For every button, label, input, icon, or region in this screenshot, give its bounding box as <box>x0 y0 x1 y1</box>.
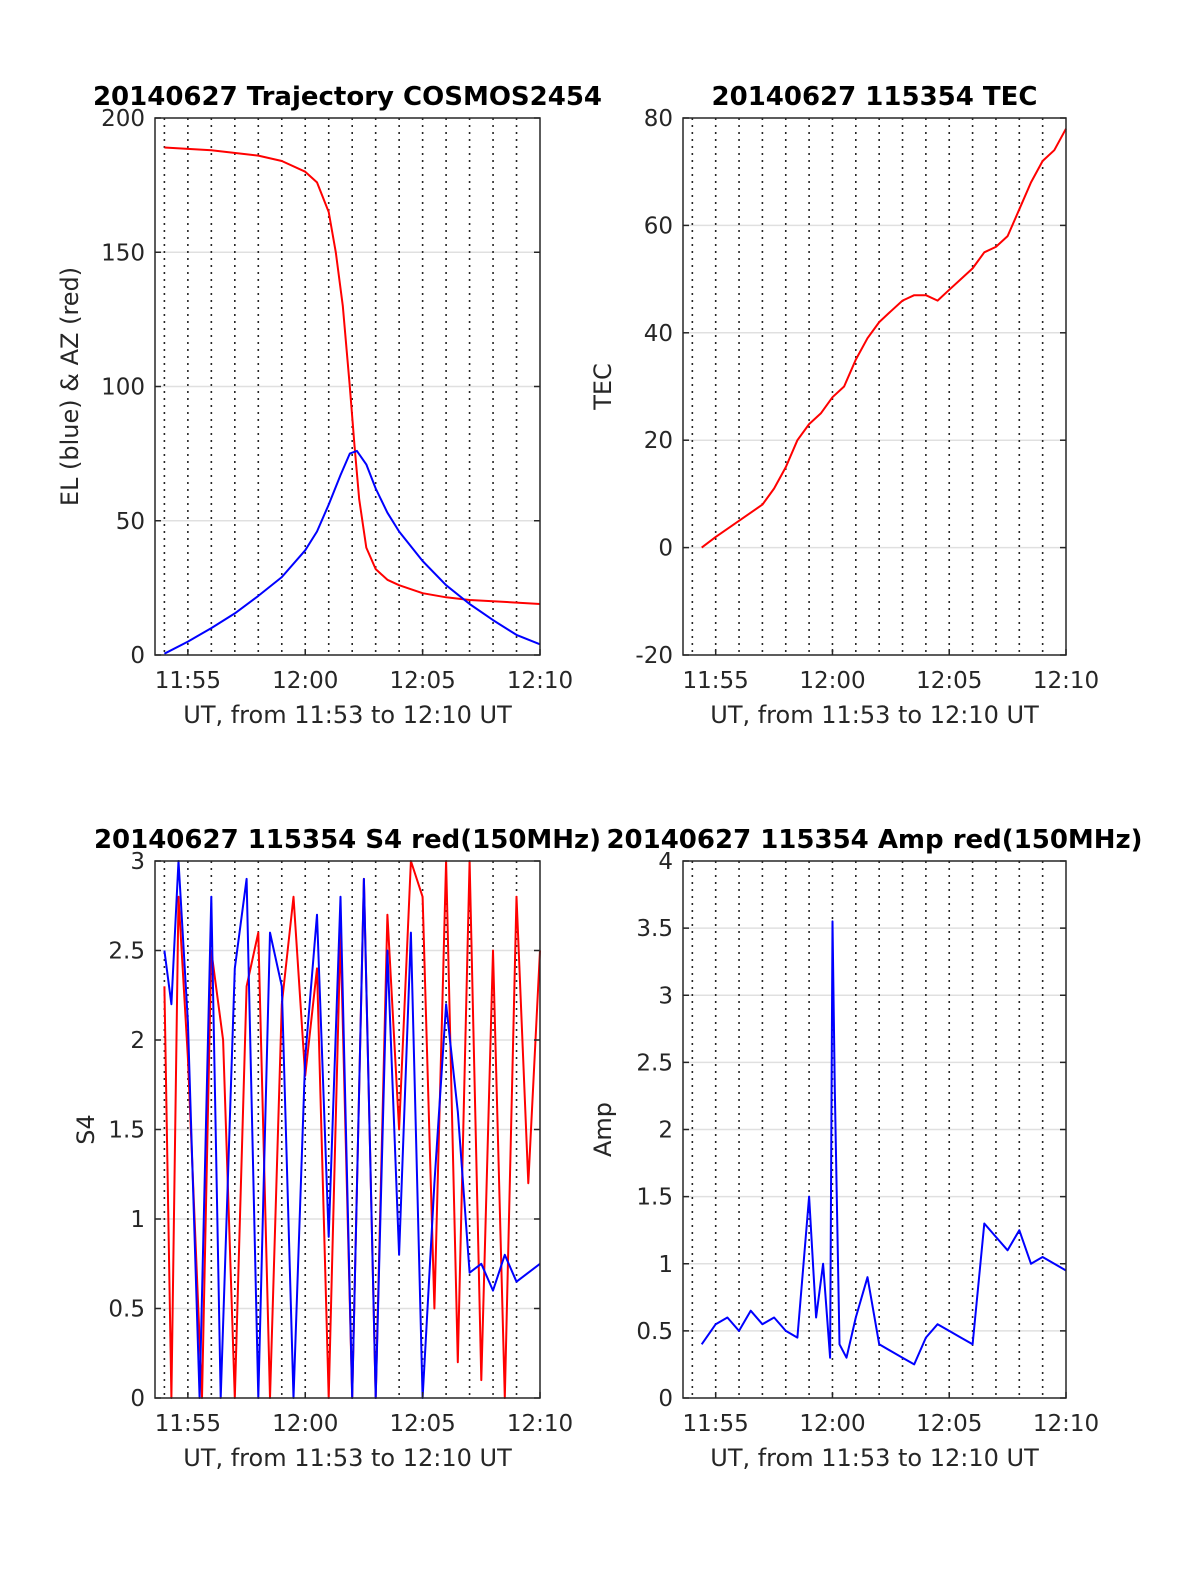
series-line-2 <box>163 449 541 655</box>
y-tick-label: 0.5 <box>636 1319 673 1345</box>
y-tick-label: 2 <box>130 1028 145 1054</box>
y-tick-label: 3 <box>658 983 673 1009</box>
series-line-2 <box>163 860 541 1399</box>
y-tick-label: -20 <box>635 643 673 669</box>
x-tick-label: 12:10 <box>507 668 573 694</box>
x-tick-label: 11:55 <box>683 668 749 694</box>
y-tick-label: 40 <box>644 321 673 347</box>
y-tick-label: 1 <box>658 1252 673 1278</box>
series-line-1 <box>700 920 1067 1366</box>
x-tick-label: 12:00 <box>272 668 338 694</box>
x-tick-label: 12:10 <box>507 1411 573 1437</box>
y-tick-label: 0.5 <box>108 1297 145 1323</box>
chart-title: 20140627 Trajectory COSMOS2454 <box>93 82 602 112</box>
y-tick-label: 200 <box>101 106 145 132</box>
y-tick-label: 3.5 <box>636 916 673 942</box>
chart-panel-1: 0 50 100 150 200 11:55 12:00 12:05 12:10 20140627… <box>56 82 602 729</box>
x-tick-label: 11:55 <box>155 668 221 694</box>
y-tick-label: 80 <box>644 106 673 132</box>
x-tick-label: 11:55 <box>155 1411 221 1437</box>
y-axis-label: EL (blue) & AZ (red) <box>56 267 84 506</box>
y-tick-label: 2 <box>658 1118 673 1144</box>
axes-frame <box>682 117 1067 656</box>
series-line-1 <box>701 128 1067 549</box>
chart-panel-4: 0 0.5 1 1.5 2 2.5 3 3.5 4 11:55 12:00 12:05 12:10 201… <box>589 825 1143 1472</box>
x-tick-label: 12:05 <box>389 668 455 694</box>
y-tick-label: 100 <box>101 375 145 401</box>
y-tick-label: 50 <box>116 509 145 535</box>
y-axis-label: Amp <box>589 1102 617 1157</box>
x-tick-label: 12:00 <box>799 1411 865 1437</box>
y-tick-label: 1 <box>130 1207 145 1233</box>
x-axis-label: UT, from 11:53 to 12:10 UT <box>710 1444 1039 1472</box>
x-tick-label: 12:05 <box>916 1411 982 1437</box>
x-axis-label: UT, from 11:53 to 12:10 UT <box>183 1444 512 1472</box>
x-tick-label: 12:10 <box>1033 1411 1099 1437</box>
y-axis-label: TEC <box>589 363 617 411</box>
plot-area <box>683 118 1066 655</box>
x-tick-label: 12:00 <box>799 668 865 694</box>
x-tick-label: 12:05 <box>916 668 982 694</box>
y-tick-label: 1.5 <box>636 1185 673 1211</box>
y-tick-label: 4 <box>658 849 673 875</box>
chart-title: 20140627 115354 TEC <box>712 82 1038 112</box>
chart-panel-3: 0 0.5 1 1.5 2 2.5 3 11:55 12:00 12:05 12:10 2014062… <box>72 825 601 1472</box>
x-tick-label: 12:05 <box>389 1411 455 1437</box>
y-tick-label: 1.5 <box>108 1118 145 1144</box>
chart-title: 20140627 115354 S4 red(150MHz) <box>94 825 601 855</box>
y-axis-label: S4 <box>72 1114 100 1145</box>
y-tick-label: 3 <box>130 849 145 875</box>
y-tick-label: 20 <box>644 428 673 454</box>
y-tick-label: 0 <box>658 536 673 562</box>
x-tick-label: 12:00 <box>272 1411 338 1437</box>
x-tick-label: 12:10 <box>1033 668 1099 694</box>
y-tick-label: 0 <box>658 1386 673 1412</box>
y-tick-label: 2.5 <box>636 1050 673 1076</box>
series-line-1 <box>164 146 541 605</box>
y-tick-label: 60 <box>644 213 673 239</box>
y-tick-label: 0 <box>130 1386 145 1412</box>
x-tick-label: 11:55 <box>683 1411 749 1437</box>
x-axis-label: UT, from 11:53 to 12:10 UT <box>183 701 512 729</box>
y-tick-label: 2.5 <box>108 939 145 965</box>
y-tick-label: 0 <box>130 643 145 669</box>
chart-title: 20140627 115354 Amp red(150MHz) <box>606 825 1142 855</box>
chart-panel-2: -20 0 20 40 60 80 11:55 12:00 12:05 12:10 20140627… <box>589 82 1099 729</box>
y-tick-label: 150 <box>101 240 145 266</box>
x-axis-label: UT, from 11:53 to 12:10 UT <box>710 701 1039 729</box>
